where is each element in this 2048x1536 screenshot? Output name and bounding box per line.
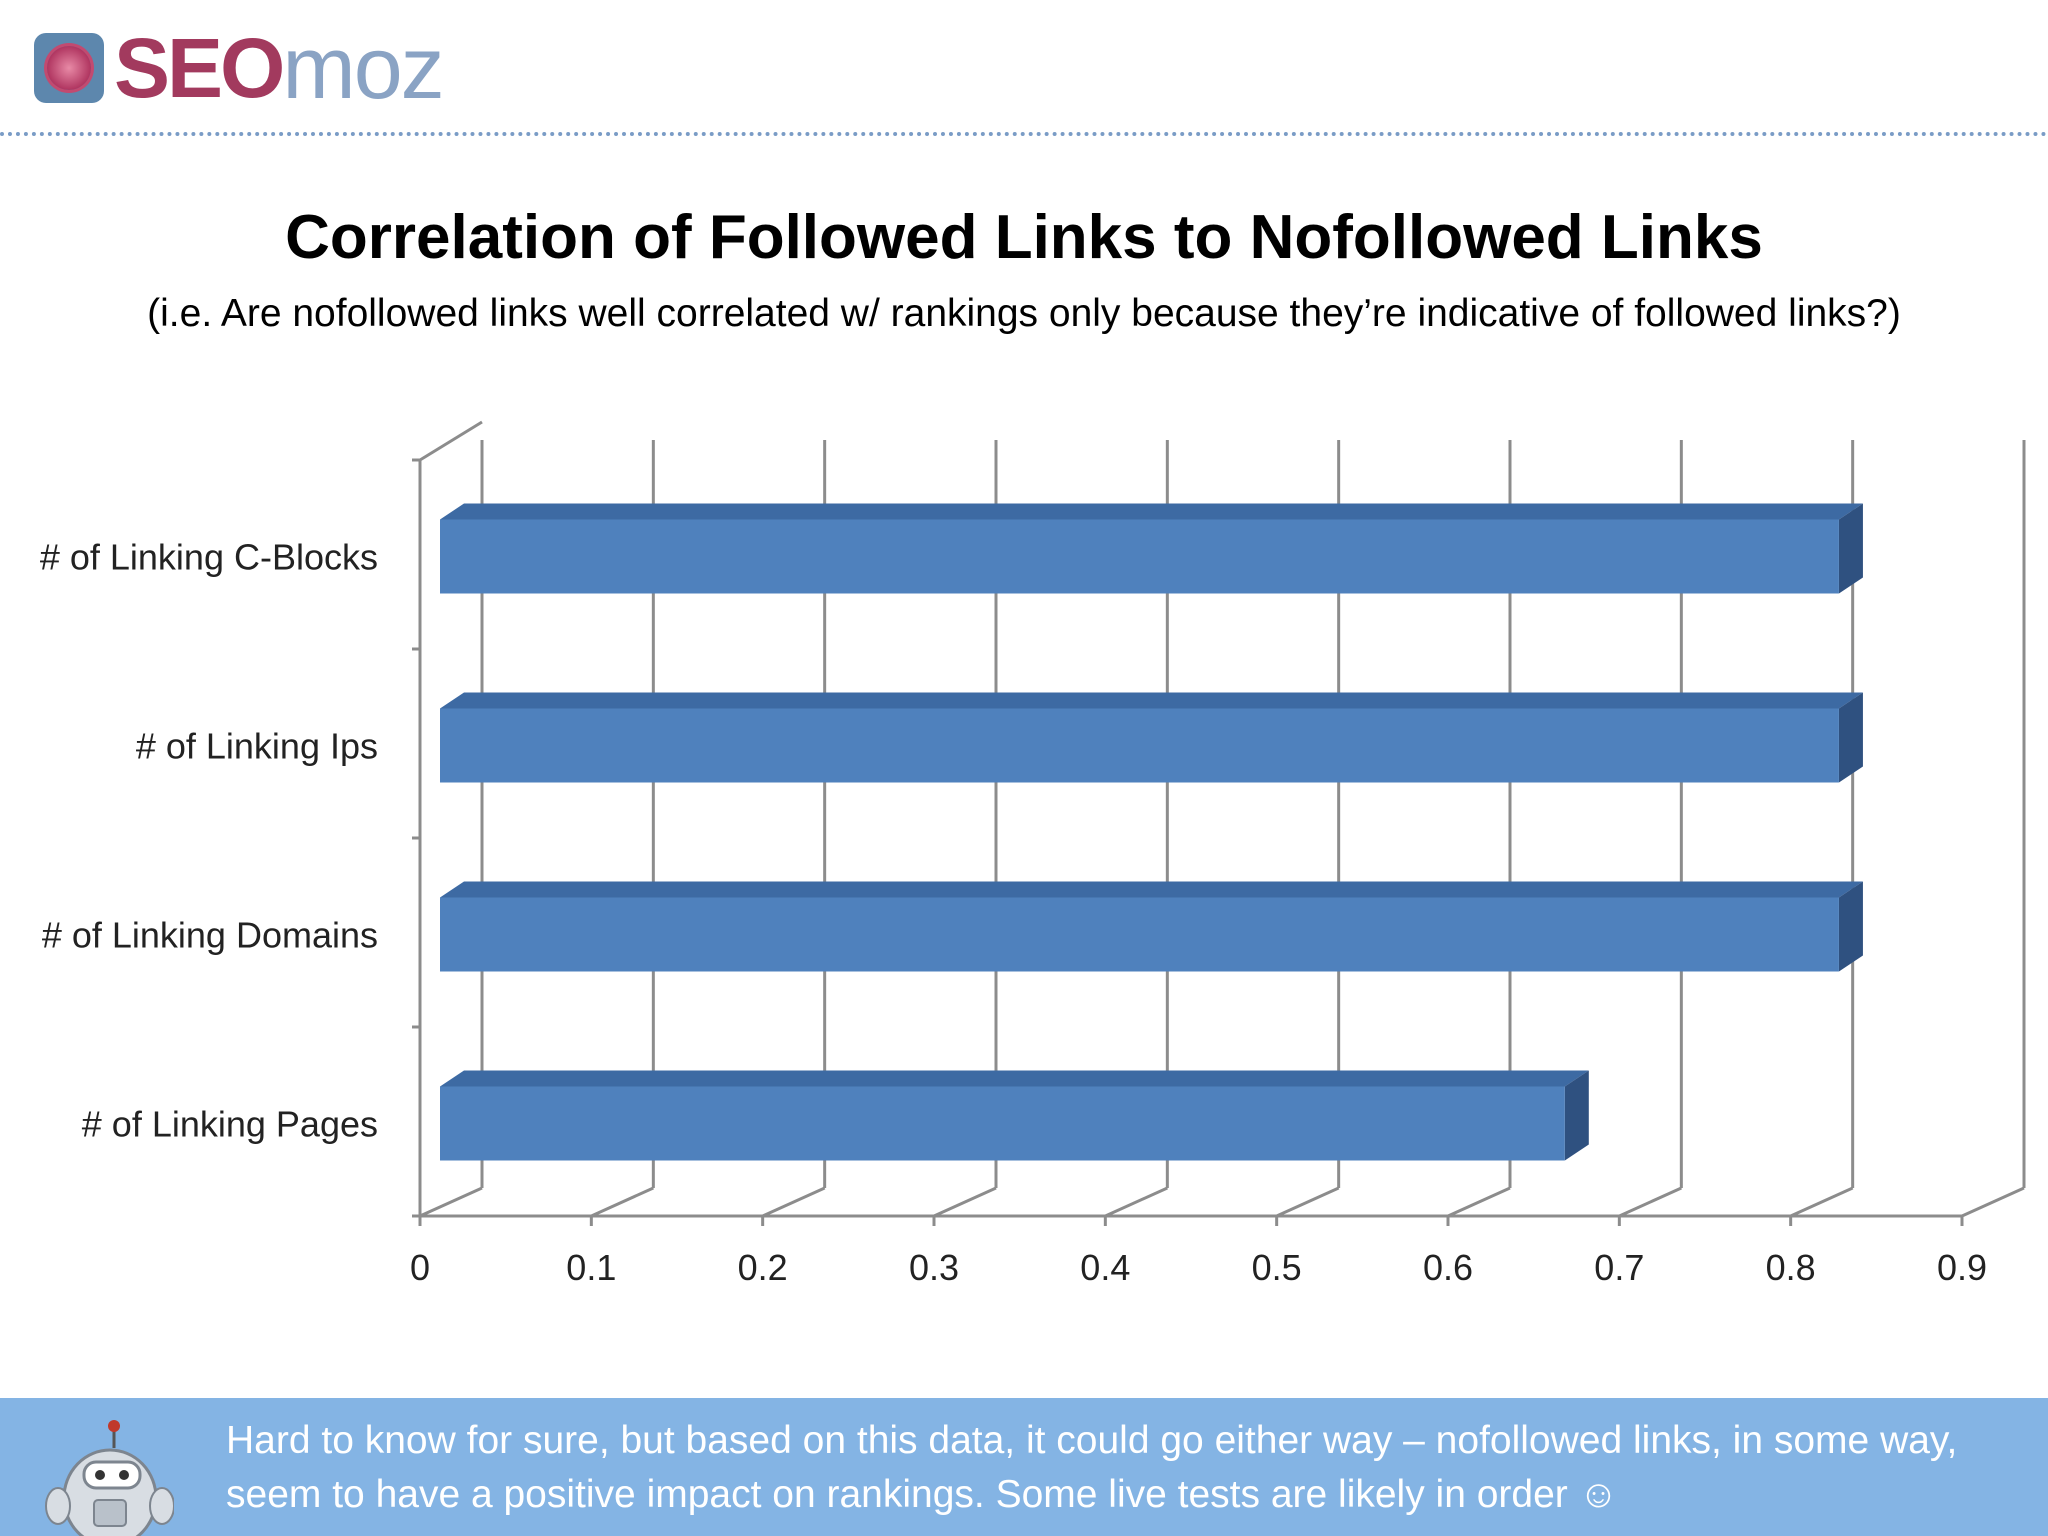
footer-banner: Hard to know for sure, but based on this…: [0, 1398, 2048, 1536]
bar-side: [1838, 881, 1863, 972]
category-label: # of Linking C-Blocks: [40, 537, 378, 578]
floor-line: [1961, 1186, 2025, 1218]
floor-line: [933, 1186, 997, 1218]
x-tick-label: 0.8: [1766, 1247, 1816, 1288]
category-label: # of Linking Domains: [42, 915, 378, 956]
floor-line: [1790, 1186, 1854, 1218]
roger-robot-icon: [45, 1420, 174, 1536]
bar: [440, 1086, 1565, 1161]
header-divider: [0, 132, 2048, 136]
bar-top: [440, 503, 1863, 520]
bar: [440, 708, 1839, 783]
x-tick-label: 0.6: [1423, 1247, 1473, 1288]
bar: [440, 897, 1839, 972]
bar-top: [440, 692, 1863, 709]
x-tick-label: 0.9: [1937, 1247, 1987, 1288]
floor-line: [1618, 1186, 1682, 1218]
bar-chart: 0 0.1 0.2 0.3 0.4 0.5 0.6 0.7 0.8 0.9 # of Linking…: [40, 420, 2026, 1288]
logo-text-moz: moz: [282, 18, 444, 117]
x-tick-label: 0.5: [1252, 1247, 1302, 1288]
slide-subtitle: (i.e. Are nofollowed links well correlat…: [147, 292, 1901, 335]
bar-top: [440, 1070, 1589, 1087]
logo-text-seo: SEO: [114, 21, 285, 115]
bar-top: [440, 881, 1863, 898]
x-tick-label: 0.1: [566, 1247, 616, 1288]
logo-badge-icon: [34, 33, 104, 103]
x-tick-label: 0.3: [909, 1247, 959, 1288]
x-tick-label: 0: [410, 1247, 430, 1288]
category-label: # of Linking Pages: [82, 1104, 378, 1145]
floor-line: [590, 1186, 654, 1218]
x-tick-label: 0.4: [1080, 1247, 1130, 1288]
bar-side: [1838, 692, 1863, 783]
floor-line: [1447, 1186, 1511, 1218]
seomoz-logo: SEO moz: [34, 21, 445, 115]
floor-line: [1276, 1186, 1340, 1218]
category-label: # of Linking Ips: [136, 726, 378, 767]
slide-title: Correlation of Followed Links to Nofollo…: [285, 203, 1763, 272]
floor-line: [1104, 1186, 1168, 1218]
bar: [440, 519, 1839, 594]
footer-note: Hard to know for sure, but based on this…: [226, 1419, 1958, 1516]
x-tick-label: 0.7: [1594, 1247, 1644, 1288]
x-tick-label: 0.2: [738, 1247, 788, 1288]
floor-line: [419, 1186, 483, 1218]
wall-edge: [419, 420, 483, 462]
bar-side: [1838, 503, 1863, 594]
bar-side: [1564, 1070, 1589, 1161]
floor-line: [762, 1186, 826, 1218]
